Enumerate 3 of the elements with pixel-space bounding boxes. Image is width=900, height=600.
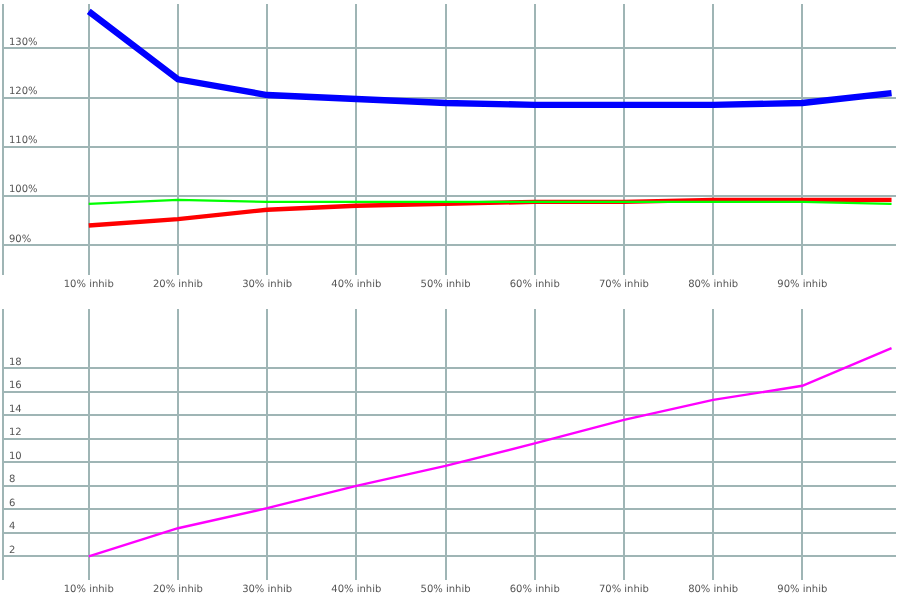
line-series [87, 346, 893, 558]
line-series [86, 197, 894, 228]
line-series [85, 8, 895, 109]
